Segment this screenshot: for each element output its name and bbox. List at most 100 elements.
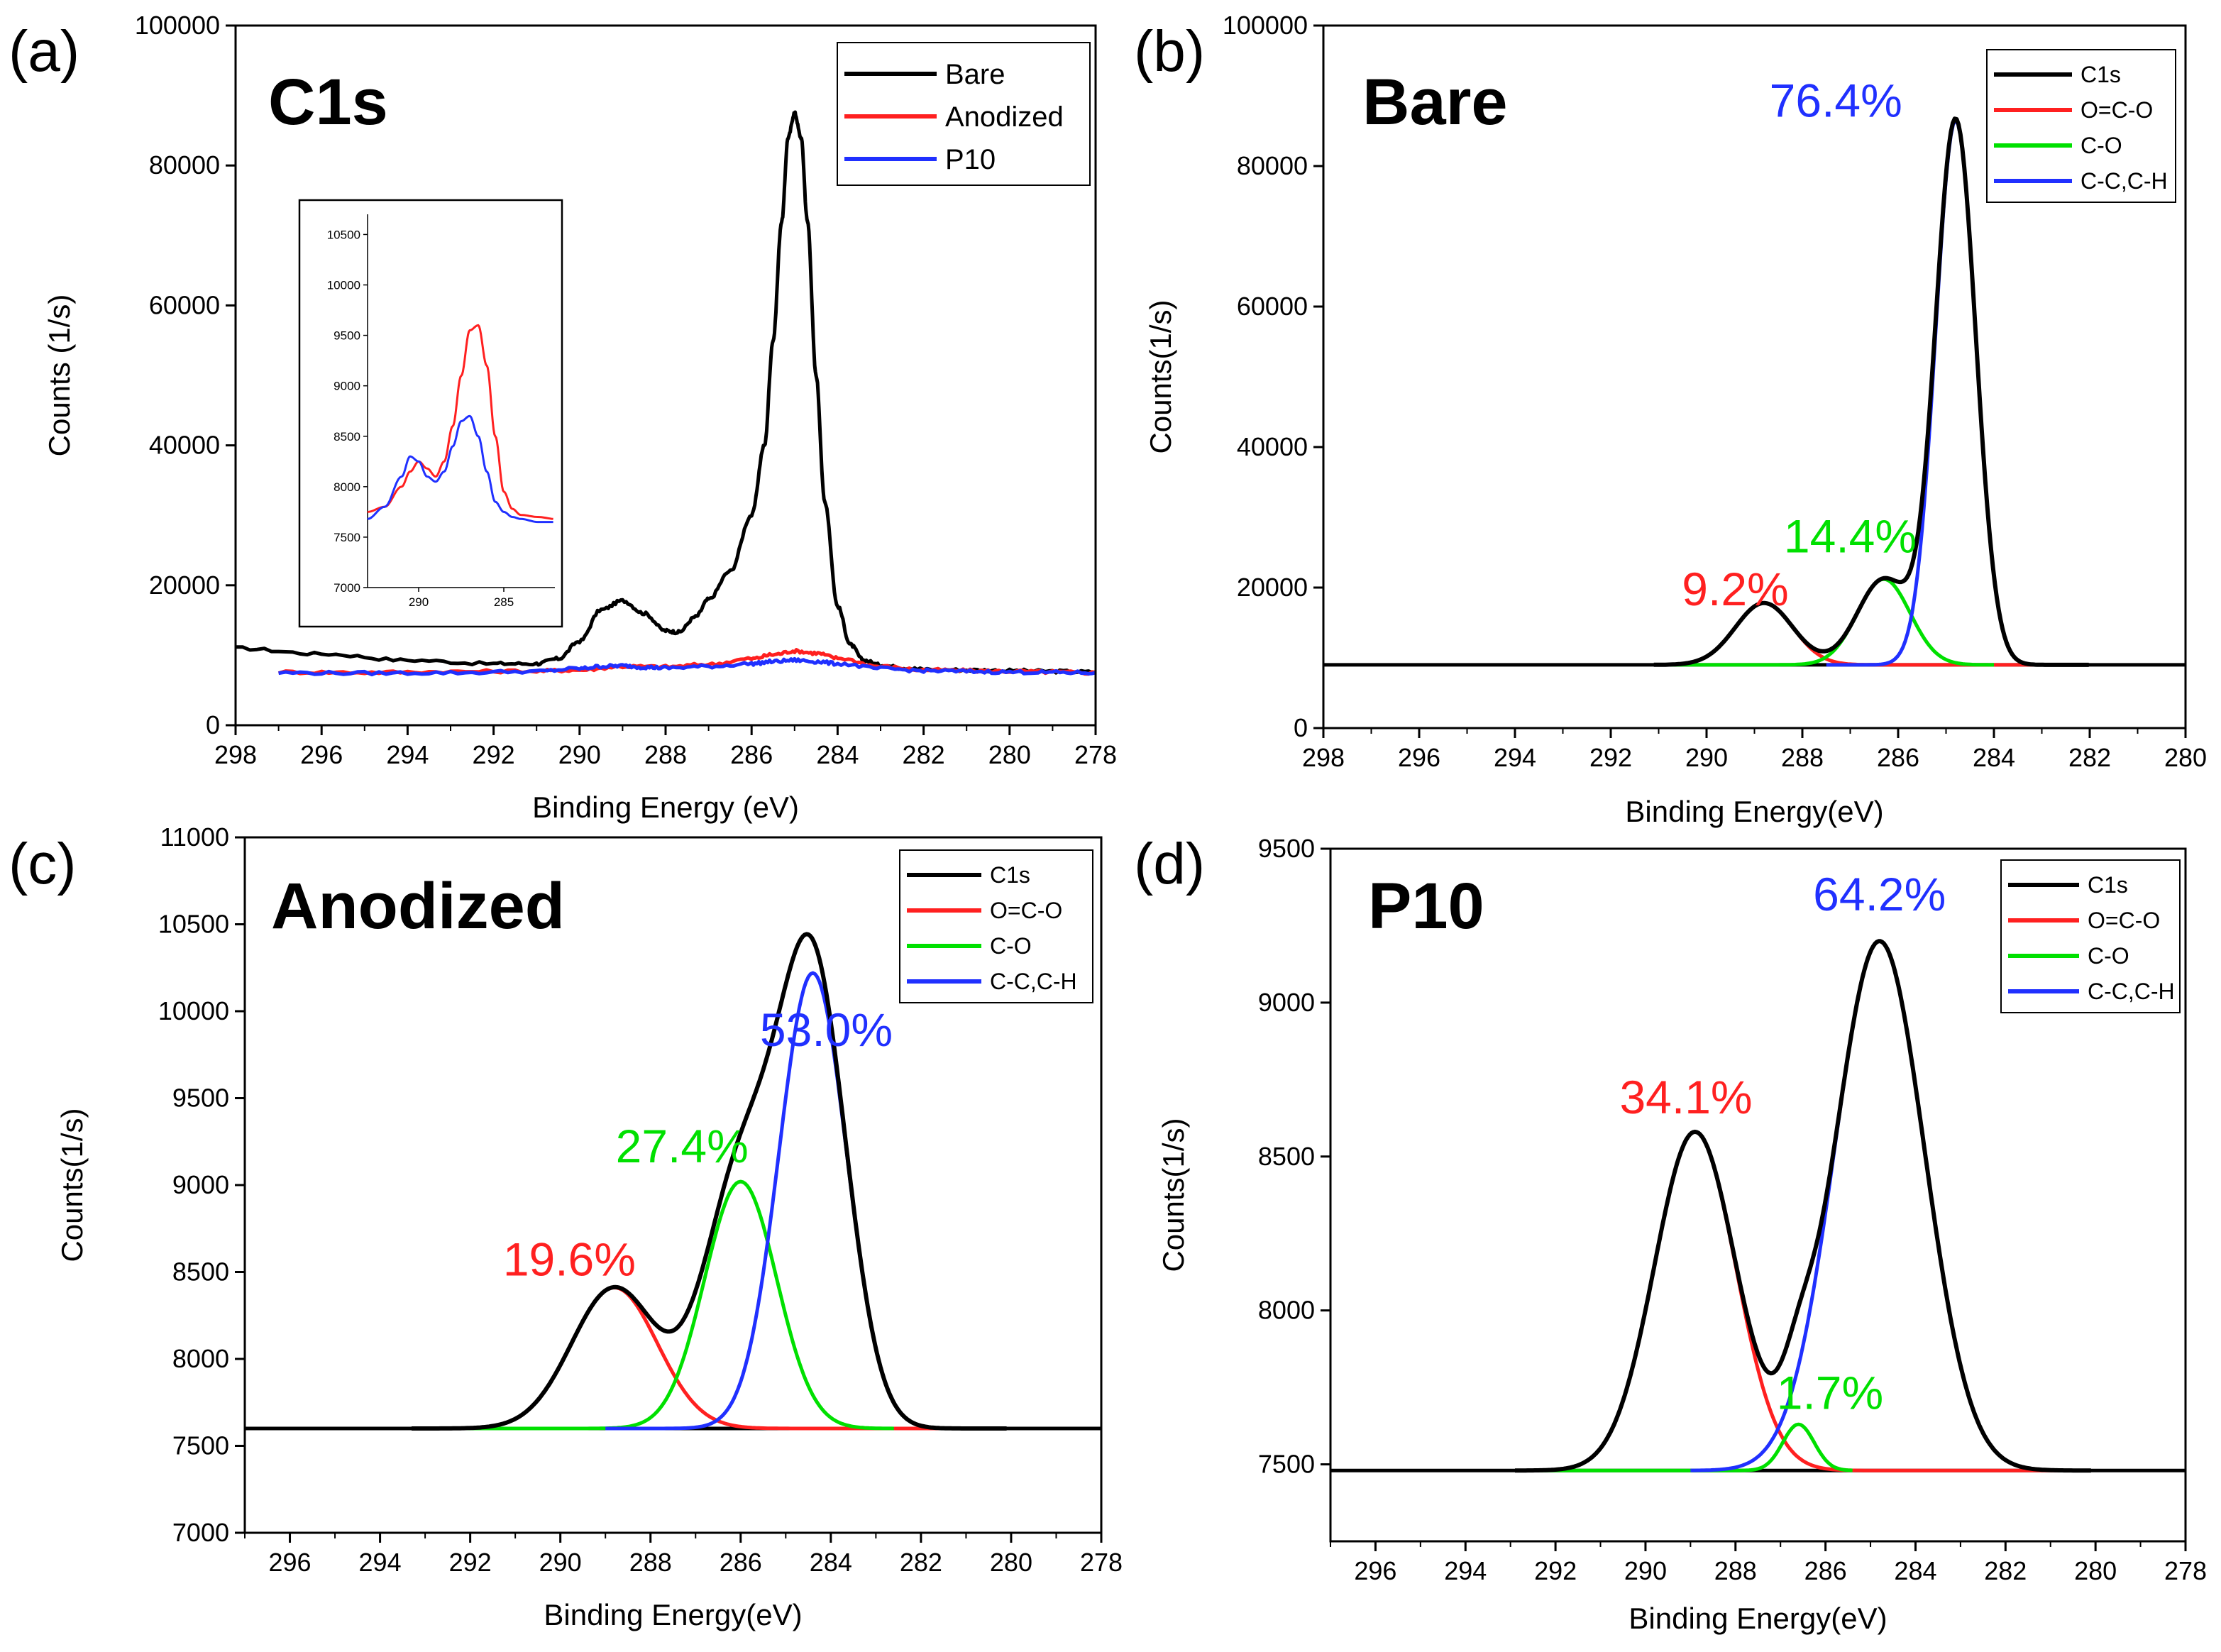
x-tick-label: 278 — [1074, 740, 1117, 769]
y-tick-label: 10500 — [158, 910, 229, 939]
y-tick-label: 20000 — [149, 571, 220, 600]
y-axis-label: Counts(1/s) — [1144, 299, 1177, 453]
inset-y-tick-label: 10500 — [327, 228, 360, 241]
y-tick-label: 40000 — [1237, 432, 1308, 461]
percent-annotation: 76.4% — [1770, 75, 1902, 127]
percent-annotation: 64.2% — [1813, 868, 1946, 920]
y-tick-label: 9500 — [1258, 834, 1315, 863]
x-axis-label: Binding Energy (eV) — [532, 791, 799, 824]
x-tick-label: 292 — [449, 1548, 492, 1577]
x-tick-label: 286 — [730, 740, 773, 769]
y-tick-label: 40000 — [149, 431, 220, 460]
y-tick-label: 100000 — [1223, 11, 1308, 40]
x-tick-label: 298 — [214, 740, 257, 769]
x-tick-label: 290 — [558, 740, 601, 769]
envelope-c1s-line — [1514, 939, 2092, 1473]
inset-x-tick-label: 290 — [409, 595, 429, 609]
x-tick-label: 288 — [1781, 743, 1824, 772]
x-tick-label: 286 — [1804, 1556, 1847, 1585]
legend-entry: O=C-O — [2081, 97, 2153, 123]
legend-entry: C-C,C-H — [2088, 979, 2175, 1004]
x-tick-label: 298 — [1302, 743, 1345, 772]
x-tick-label: 284 — [810, 1548, 852, 1577]
legend-entry: C1s — [990, 862, 1030, 888]
x-tick-label: 286 — [1877, 743, 1919, 772]
legend-entry: P10 — [945, 144, 996, 175]
panel-c: 53.0% 27.4% 19.6% 296 294 292 290 288 286 284 282 2… — [9, 822, 1123, 1631]
y-axis-label: Counts(1/s) — [1157, 1118, 1190, 1272]
inset-x-tick-label: 285 — [494, 595, 514, 609]
y-tick-label: 8500 — [172, 1257, 229, 1287]
x-tick-label: 288 — [1714, 1556, 1757, 1585]
y-tick-label: 9000 — [1258, 988, 1315, 1017]
percent-annotation: 27.4% — [616, 1120, 749, 1172]
percent-annotation: 53.0% — [760, 1003, 893, 1056]
fit-o-c-o-line — [425, 1286, 984, 1431]
panel-label: (a) — [9, 19, 79, 84]
x-tick-label: 282 — [2068, 743, 2111, 772]
x-tick-label: 292 — [473, 740, 515, 769]
panel-label: (c) — [9, 832, 77, 896]
x-tick-label: 294 — [1444, 1556, 1487, 1585]
y-tick-label: 80000 — [1237, 151, 1308, 180]
panel-title: Anodized — [271, 870, 565, 942]
panel-d: 64.2% 34.1% 1.7% 296 294 292 290 288 286 284 282 28… — [1134, 832, 2207, 1635]
panel-title: P10 — [1368, 870, 1484, 942]
x-axis-label: Binding Energy(eV) — [1625, 795, 1883, 828]
y-tick-label: 7500 — [172, 1431, 229, 1460]
inset-y-tick-label: 10000 — [327, 279, 360, 292]
y-tick-label: 7500 — [1258, 1450, 1315, 1479]
y-tick-label: 60000 — [149, 290, 220, 319]
inset-anodized-line — [367, 324, 553, 520]
legend-box — [837, 42, 1091, 186]
x-tick-label: 292 — [1534, 1556, 1577, 1585]
x-tick-label: 296 — [268, 1548, 311, 1577]
x-tick-label: 280 — [2164, 743, 2207, 772]
x-tick-label: 280 — [2074, 1556, 2117, 1585]
panel-b: 76.4% 14.4%9.2% 298 296 294 292 290 288 286 284 28… — [1134, 11, 2207, 828]
plot-area: 53.0% 27.4% 19.6% — [245, 932, 1101, 1431]
x-tick-label: 294 — [359, 1548, 402, 1577]
panel-label: (b) — [1134, 19, 1205, 84]
legend-entry: C-O — [2088, 943, 2129, 969]
y-tick-label: 60000 — [1237, 292, 1308, 321]
legend-entry: C-O — [990, 933, 1032, 959]
x-axis-label: Binding Energy(eV) — [544, 1598, 802, 1631]
x-tick-label: 284 — [1973, 743, 2015, 772]
envelope-c1s-line — [1653, 116, 2089, 667]
x-tick-label: 288 — [629, 1548, 672, 1577]
legend-entry: O=C-O — [990, 898, 1062, 923]
x-tick-label: 284 — [816, 740, 859, 769]
percent-annotation: 9.2% — [1682, 563, 1788, 615]
legend-entry: C-O — [2081, 133, 2122, 158]
y-tick-label: 10000 — [158, 996, 229, 1025]
y-tick-label: 9000 — [172, 1170, 229, 1199]
x-tick-label: 278 — [2164, 1556, 2207, 1585]
y-tick-label: 8500 — [1258, 1142, 1315, 1171]
percent-annotation: 14.4% — [1784, 510, 1917, 563]
y-tick-label: 80000 — [149, 150, 220, 180]
legend-entry: C1s — [2081, 62, 2121, 87]
x-tick-label: 296 — [300, 740, 343, 769]
percent-annotation: 19.6% — [503, 1233, 636, 1285]
legend-entry: O=C-O — [2088, 908, 2160, 933]
x-tick-label: 280 — [990, 1548, 1032, 1577]
fit-c-o-line — [1668, 577, 1994, 667]
panel-label: (d) — [1134, 832, 1205, 896]
y-tick-label: 9500 — [172, 1084, 229, 1113]
y-axis-label: Counts(1/s) — [55, 1108, 89, 1262]
x-tick-label: 286 — [720, 1548, 762, 1577]
inset-y-tick-label: 8500 — [334, 430, 360, 444]
plot-area: 76.4% 14.4%9.2% — [1323, 75, 2186, 667]
x-tick-label: 282 — [1984, 1556, 2027, 1585]
x-axis-label: Binding Energy(eV) — [1628, 1602, 1887, 1635]
y-tick-label: 100000 — [135, 11, 220, 40]
x-tick-label: 294 — [386, 740, 429, 769]
legend-entry: Bare — [945, 59, 1005, 90]
inset-y-tick-label: 8000 — [334, 480, 360, 494]
x-tick-label: 290 — [1685, 743, 1728, 772]
inset-y-tick-label: 9000 — [334, 380, 360, 393]
x-tick-label: 296 — [1398, 743, 1440, 772]
y-axis-label: Counts (1/s) — [43, 294, 76, 457]
